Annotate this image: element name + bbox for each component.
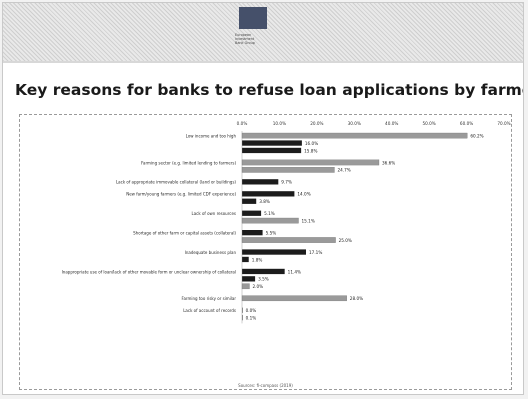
bar xyxy=(241,167,335,173)
category-label: Farming too risky or similar xyxy=(182,296,237,301)
bar-value-label: 24.7% xyxy=(337,168,350,173)
category-label: Lack of account of records xyxy=(183,308,236,313)
category-label: Lack of appropriate immovable collateral… xyxy=(116,180,236,185)
bar xyxy=(242,191,295,197)
x-tick-label: 60.0% xyxy=(460,121,473,126)
bar-value-label: 9.7% xyxy=(281,180,292,185)
bar-value-label: 36.6% xyxy=(382,160,395,165)
x-tick-label: 50.0% xyxy=(422,121,435,126)
category-label: Lack of own resources xyxy=(191,211,236,216)
chart-frame: 0.0% 10.0% 20.0% 30.0% 40.0% 50.0% 60.0% 70.0% 6… xyxy=(19,114,512,390)
bar xyxy=(242,276,256,282)
x-tick-label: 10.0% xyxy=(273,121,286,126)
bar-value-label: 2.0% xyxy=(252,284,263,289)
bar-value-label: 3.8% xyxy=(259,199,270,204)
slide-title: Key reasons for banks to refuse loan app… xyxy=(15,81,524,99)
bar-value-label: 5.5% xyxy=(266,231,277,236)
x-tick-label: 0.0% xyxy=(237,121,248,126)
bar xyxy=(242,198,257,204)
bar xyxy=(242,140,302,146)
header-banner: European Investment Bank Group xyxy=(3,3,523,63)
bar xyxy=(242,268,285,275)
category-label: Inadequate business plan xyxy=(185,250,237,255)
bar-value-label: 25.0% xyxy=(339,238,352,243)
bar-value-label: 11.4% xyxy=(288,269,301,274)
category-label: New farm/young farmers (e.g. limited CDF… xyxy=(126,192,236,197)
eu-flag-icon xyxy=(239,7,267,29)
category-label: Shortage of other farm or capital assets… xyxy=(133,231,236,236)
bar-value-label: 14.0% xyxy=(297,192,310,197)
bar-value-label: 1.8% xyxy=(252,257,263,262)
x-tick-label: 30.0% xyxy=(348,121,361,126)
bar xyxy=(242,147,302,154)
bar xyxy=(241,159,380,166)
slide: European Investment Bank Group Key reaso… xyxy=(2,2,524,395)
bar-value-label: 28.0% xyxy=(350,296,363,301)
bar xyxy=(241,237,336,243)
bar-value-label: 5.1% xyxy=(264,211,275,216)
bar-chart: 0.0% 10.0% 20.0% 30.0% 40.0% 50.0% 60.0% 70.0% 6… xyxy=(62,121,511,324)
category-label: Low income and too high xyxy=(186,134,237,139)
x-tick-label: 70.0% xyxy=(497,121,510,126)
bar xyxy=(242,249,307,255)
logo-text: European Investment Bank Group xyxy=(235,33,255,45)
bar xyxy=(242,256,249,263)
bar-value-label: 0.1% xyxy=(246,316,257,321)
bar-value-label: 3.5% xyxy=(258,277,269,282)
bar-value-label: 15.1% xyxy=(302,219,315,224)
bar xyxy=(242,315,243,321)
bar-value-label: 16.0% xyxy=(305,141,318,146)
bar xyxy=(241,283,250,290)
bar-value-label: 17.1% xyxy=(309,250,322,255)
x-tick-label: 20.0% xyxy=(310,121,323,126)
bar xyxy=(242,210,262,216)
chart-footnote: Sources: fi-compass (2019) xyxy=(238,383,293,388)
x-tick-label: 40.0% xyxy=(385,121,398,126)
bar-value-label: 0.0% xyxy=(246,308,257,313)
bar-value-label: 60.2% xyxy=(470,134,483,139)
bar xyxy=(241,132,468,139)
category-label: Farming sector (e.g. limited lending to … xyxy=(141,160,236,165)
bar xyxy=(242,307,243,313)
bar-value-label: 15.8% xyxy=(304,148,317,153)
eib-logo: European Investment Bank Group xyxy=(235,7,271,57)
bar xyxy=(242,230,263,236)
bar xyxy=(241,295,347,302)
category-label: Inappropriate use of loan/lack of other … xyxy=(62,269,236,274)
bar xyxy=(241,217,299,224)
bar xyxy=(242,179,279,185)
